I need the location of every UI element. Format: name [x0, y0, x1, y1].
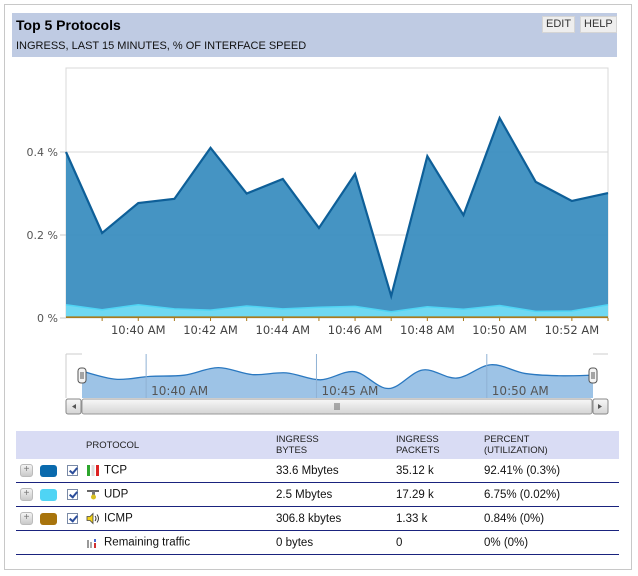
col-percent[interactable]: PERCENT (UTILIZATION) — [484, 431, 619, 459]
percent-utilization: 6.75% (0.02%) — [484, 482, 619, 507]
y-tick-label: 0 % — [37, 312, 58, 325]
protocol-table: PROTOCOL INGRESS BYTES INGRESS PACKETS PER… — [16, 431, 619, 555]
x-tick-label: 10:42 AM — [183, 323, 238, 337]
widget-header: Top 5 Protocols INGRESS, LAST 15 MINUTES… — [12, 13, 617, 57]
color-swatch[interactable] — [40, 464, 58, 477]
percent-utilization: 92.41% (0.3%) — [484, 459, 619, 483]
y-tick-label: 0.2 % — [27, 229, 58, 242]
ingress-bytes: 2.5 Mbytes — [276, 482, 396, 507]
bar-chart-icon — [87, 539, 96, 548]
expand-button[interactable]: + — [20, 464, 33, 477]
protocol-name[interactable]: ICMP — [104, 512, 133, 525]
ingress-packets: 35.12 k — [396, 459, 484, 483]
x-tick-label: 10:46 AM — [328, 323, 383, 337]
ingress-packets: 17.29 k — [396, 482, 484, 507]
protocol-area-chart: 0 % 0.2 % 0.4 % 10:40 AM 10:42 AM 10:44 AM 10:… — [27, 67, 609, 415]
visibility-checkbox[interactable] — [67, 465, 79, 476]
protocol-name: Remaining traffic — [104, 536, 191, 549]
navigator-area — [82, 364, 593, 398]
navigator-line — [81, 364, 594, 390]
widget-subtitle: INGRESS, LAST 15 MINUTES, % OF INTERFACE… — [16, 40, 307, 52]
color-swatch[interactable] — [40, 512, 58, 525]
expand-button[interactable]: + — [20, 512, 33, 525]
table-row-remaining: Remaining traffic 0 bytes 0 0% (0%) — [16, 530, 619, 555]
visibility-checkbox[interactable] — [67, 489, 79, 500]
percent-utilization: 0.84% (0%) — [484, 506, 619, 531]
tcp-icon — [87, 465, 99, 476]
table-row: + UDP 2.5 Mbytes 17.29 k 6.75% (0.02%) — [16, 482, 619, 507]
edit-button[interactable]: EDIT — [542, 16, 576, 33]
udp-icon — [87, 490, 99, 500]
x-tick-label: 10:52 AM — [545, 323, 600, 337]
x-tick-label: 10:50 AM — [472, 323, 527, 337]
main-plot: 0 % 0.2 % 0.4 % 10:40 AM 10:42 AM 10:44 AM 10:… — [27, 67, 609, 337]
navigator-right-handle[interactable] — [588, 367, 598, 384]
percent-utilization: 0% (0%) — [484, 530, 619, 555]
col-ingress-bytes[interactable]: INGRESS BYTES — [276, 431, 396, 459]
help-button[interactable]: HELP — [580, 16, 617, 33]
arrow-right-icon — [598, 404, 602, 409]
navigator-x-label: 10:45 AM — [321, 384, 378, 398]
navigator-left-handle[interactable] — [77, 367, 87, 384]
navigator-x-label: 10:40 AM — [151, 384, 208, 398]
x-tick-label: 10:48 AM — [400, 323, 455, 337]
arrow-left-icon — [72, 404, 76, 409]
area-udp — [66, 304, 608, 318]
x-tick-label: 10:44 AM — [256, 323, 311, 337]
table-row: + TCP 33.6 Mbytes 35.12 k 92.41% (0.3%) — [16, 459, 619, 483]
ingress-bytes: 0 bytes — [276, 530, 396, 555]
y-tick-label: 0.4 % — [27, 146, 58, 159]
protocol-name[interactable]: TCP — [104, 464, 127, 477]
navigator-x-label: 10:50 AM — [492, 384, 549, 398]
ingress-packets: 1.33 k — [396, 506, 484, 531]
line-tcp — [64, 115, 609, 301]
table-header-row: PROTOCOL INGRESS BYTES INGRESS PACKETS PER… — [16, 431, 619, 459]
ingress-bytes: 33.6 Mbytes — [276, 459, 396, 483]
color-swatch[interactable] — [40, 488, 58, 501]
col-protocol[interactable]: PROTOCOL — [86, 431, 276, 459]
ingress-packets: 0 — [396, 530, 484, 555]
navigator[interactable]: 10:40 AM 10:45 AM 10:50 AM — [65, 353, 609, 415]
area-tcp — [66, 117, 608, 312]
speaker-icon — [86, 512, 99, 525]
protocol-name[interactable]: UDP — [104, 488, 129, 501]
table-row: + ICMP 306.8 kbytes 1.33 k 0.84% (0%) — [16, 506, 619, 531]
chart-area: 0 % 0.2 % 0.4 % 10:40 AM 10:42 AM 10:44 AM 10:… — [27, 67, 609, 415]
x-tick-label: 10:40 AM — [111, 323, 166, 337]
line-udp — [65, 303, 609, 313]
col-ingress-packets[interactable]: INGRESS PACKETS — [396, 431, 484, 459]
visibility-checkbox[interactable] — [67, 513, 79, 524]
expand-button[interactable]: + — [20, 488, 33, 501]
ingress-bytes: 306.8 kbytes — [276, 506, 396, 531]
widget-title: Top 5 Protocols — [16, 17, 121, 33]
